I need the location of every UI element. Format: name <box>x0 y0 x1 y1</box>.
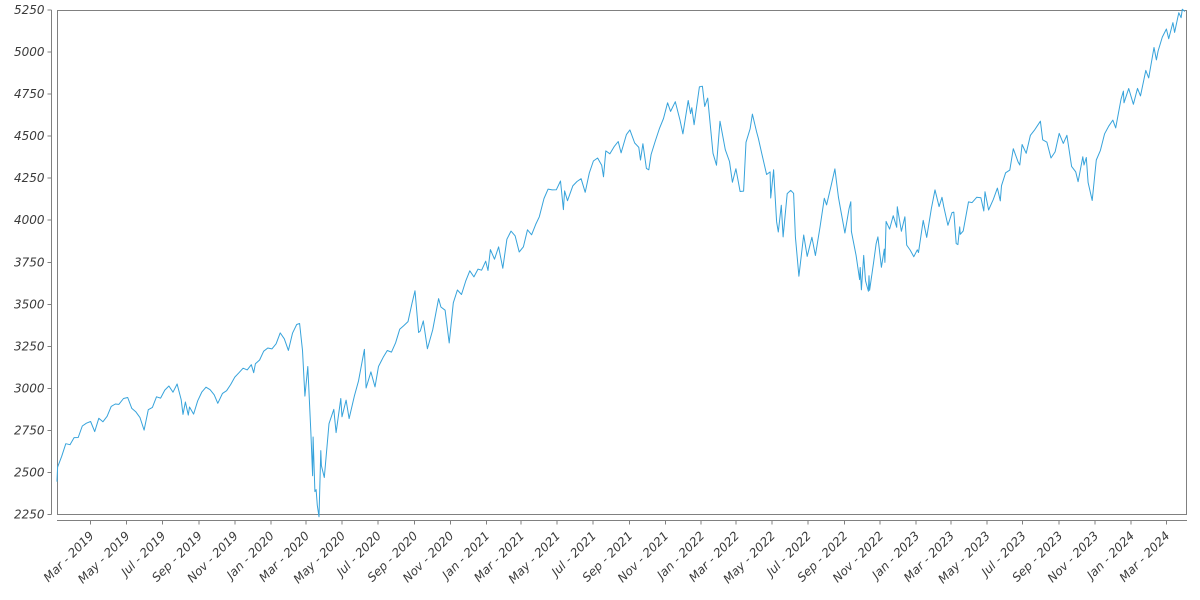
y-tick-label: 4000 <box>14 213 45 227</box>
y-tick-label: 2500 <box>14 465 45 479</box>
price-line <box>56 8 1186 518</box>
y-tick-label: 5250 <box>14 3 45 17</box>
y-tick-label: 3750 <box>14 255 45 269</box>
y-tick-label: 4500 <box>14 129 45 143</box>
y-tick-label: 4750 <box>14 87 45 101</box>
y-tick-label: 4250 <box>14 171 45 185</box>
y-tick-label: 3000 <box>14 381 45 395</box>
y-tick-label: 3250 <box>14 339 45 353</box>
y-tick-label: 2250 <box>14 508 45 522</box>
y-tick-label: 5000 <box>14 45 45 59</box>
y-tick-label: 3500 <box>14 297 45 311</box>
plot-frame <box>57 10 1187 515</box>
y-tick-label: 2750 <box>14 423 45 437</box>
